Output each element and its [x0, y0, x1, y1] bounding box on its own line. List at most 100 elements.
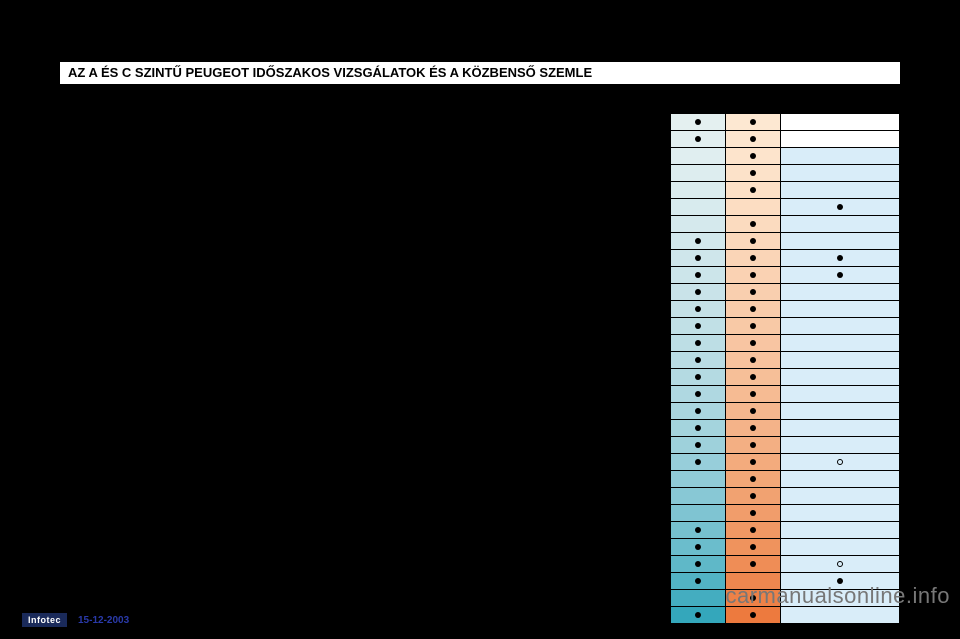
cell-k — [780, 199, 899, 216]
table-row — [671, 386, 900, 403]
cell-a — [671, 437, 726, 454]
cell-c — [725, 454, 780, 471]
cell-k — [780, 267, 899, 284]
dot-filled-icon — [750, 306, 756, 312]
cell-c — [725, 148, 780, 165]
cell-c — [725, 131, 780, 148]
watermark: carmanualsonline.info — [725, 583, 950, 609]
cell-c — [725, 267, 780, 284]
cell-c — [725, 369, 780, 386]
cell-a — [671, 250, 726, 267]
cell-k — [780, 505, 899, 522]
cell-a — [671, 607, 726, 624]
dot-filled-icon — [750, 340, 756, 346]
cell-k — [780, 233, 899, 250]
cell-c — [725, 403, 780, 420]
dot-filled-icon — [750, 374, 756, 380]
table-row — [671, 437, 900, 454]
dot-filled-icon — [750, 272, 756, 278]
table-row — [671, 335, 900, 352]
dot-filled-icon — [750, 238, 756, 244]
cell-k — [780, 437, 899, 454]
cell-a — [671, 454, 726, 471]
cell-a — [671, 505, 726, 522]
cell-a — [671, 522, 726, 539]
table-header-row: A C Közbenső szemle — [671, 95, 900, 114]
cell-k — [780, 182, 899, 199]
dot-filled-icon — [695, 544, 701, 550]
cell-a — [671, 386, 726, 403]
cell-a — [671, 590, 726, 607]
cell-c — [725, 522, 780, 539]
cell-a — [671, 318, 726, 335]
cell-c — [725, 539, 780, 556]
cell-c — [725, 318, 780, 335]
dot-filled-icon — [695, 425, 701, 431]
cell-c — [725, 386, 780, 403]
dot-filled-icon — [695, 374, 701, 380]
table-row — [671, 488, 900, 505]
dot-filled-icon — [695, 612, 701, 618]
cell-a — [671, 539, 726, 556]
cell-c — [725, 250, 780, 267]
table-row — [671, 539, 900, 556]
dot-filled-icon — [750, 170, 756, 176]
table-row — [671, 505, 900, 522]
cell-a — [671, 335, 726, 352]
cell-k — [780, 165, 899, 182]
cell-a — [671, 182, 726, 199]
table-row — [671, 114, 900, 131]
cell-k — [780, 522, 899, 539]
cell-c — [725, 488, 780, 505]
dot-filled-icon — [750, 289, 756, 295]
table-row — [671, 182, 900, 199]
cell-a — [671, 284, 726, 301]
cell-k — [780, 131, 899, 148]
dot-empty-icon — [837, 459, 843, 465]
table-row — [671, 607, 900, 624]
dot-filled-icon — [695, 323, 701, 329]
cell-a — [671, 199, 726, 216]
cell-k — [780, 335, 899, 352]
cell-a — [671, 488, 726, 505]
dot-filled-icon — [750, 119, 756, 125]
cell-k — [780, 250, 899, 267]
header-a: A — [671, 95, 726, 114]
cell-c — [725, 607, 780, 624]
dot-filled-icon — [837, 272, 843, 278]
dot-filled-icon — [750, 561, 756, 567]
dot-filled-icon — [695, 391, 701, 397]
dot-filled-icon — [750, 527, 756, 533]
dot-filled-icon — [750, 612, 756, 618]
cell-k — [780, 369, 899, 386]
cell-a — [671, 352, 726, 369]
cell-a — [671, 131, 726, 148]
dot-filled-icon — [695, 238, 701, 244]
cell-c — [725, 420, 780, 437]
table-row — [671, 318, 900, 335]
cell-a — [671, 573, 726, 590]
dot-filled-icon — [695, 561, 701, 567]
cell-a — [671, 165, 726, 182]
dot-filled-icon — [750, 391, 756, 397]
dot-filled-icon — [750, 153, 756, 159]
table-row — [671, 199, 900, 216]
dot-filled-icon — [695, 527, 701, 533]
dot-filled-icon — [695, 357, 701, 363]
service-table: A C Közbenső szemle — [670, 94, 900, 624]
dot-filled-icon — [750, 221, 756, 227]
cell-a — [671, 301, 726, 318]
dot-filled-icon — [695, 255, 701, 261]
dot-filled-icon — [695, 408, 701, 414]
table-row — [671, 420, 900, 437]
dot-filled-icon — [750, 493, 756, 499]
cell-c — [725, 233, 780, 250]
table-row — [671, 403, 900, 420]
cell-c — [725, 505, 780, 522]
table-row — [671, 148, 900, 165]
table-row — [671, 471, 900, 488]
dot-filled-icon — [750, 459, 756, 465]
cell-c — [725, 114, 780, 131]
cell-k — [780, 301, 899, 318]
infotec-logo: Infotec — [22, 613, 67, 627]
